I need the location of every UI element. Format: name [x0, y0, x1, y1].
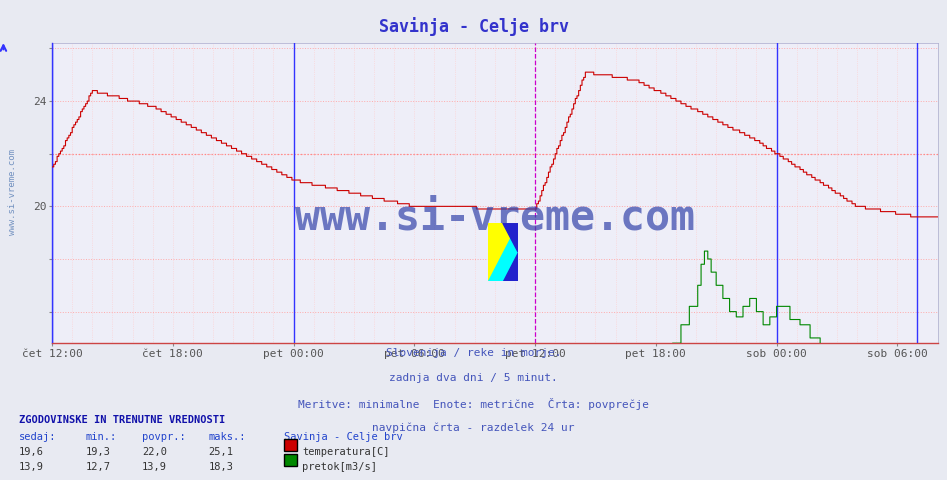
Text: 18,3: 18,3	[208, 462, 233, 472]
Text: Meritve: minimalne  Enote: metrične  Črta: povprečje: Meritve: minimalne Enote: metrične Črta:…	[298, 398, 649, 410]
Text: sedaj:: sedaj:	[19, 432, 57, 442]
Text: temperatura[C]: temperatura[C]	[302, 447, 389, 457]
Polygon shape	[503, 223, 518, 252]
Text: maks.:: maks.:	[208, 432, 246, 442]
Text: 12,7: 12,7	[85, 462, 110, 472]
Text: povpr.:: povpr.:	[142, 432, 186, 442]
Text: Savinja - Celje brv: Savinja - Celje brv	[379, 17, 568, 36]
Text: zadnja dva dni / 5 minut.: zadnja dva dni / 5 minut.	[389, 373, 558, 383]
Text: pretok[m3/s]: pretok[m3/s]	[302, 462, 377, 472]
Text: navpična črta - razdelek 24 ur: navpična črta - razdelek 24 ur	[372, 423, 575, 433]
Text: 19,6: 19,6	[19, 447, 44, 457]
Text: www.si-vreme.com: www.si-vreme.com	[295, 196, 695, 238]
Text: Savinja - Celje brv: Savinja - Celje brv	[284, 432, 402, 442]
Text: 13,9: 13,9	[19, 462, 44, 472]
Text: min.:: min.:	[85, 432, 116, 442]
Text: ZGODOVINSKE IN TRENUTNE VREDNOSTI: ZGODOVINSKE IN TRENUTNE VREDNOSTI	[19, 415, 225, 425]
Polygon shape	[488, 223, 518, 281]
Text: www.si-vreme.com: www.si-vreme.com	[8, 149, 17, 235]
Text: 22,0: 22,0	[142, 447, 167, 457]
Text: 25,1: 25,1	[208, 447, 233, 457]
Polygon shape	[488, 223, 518, 281]
Text: Slovenija / reke in morje.: Slovenija / reke in morje.	[385, 348, 562, 358]
Text: 13,9: 13,9	[142, 462, 167, 472]
Polygon shape	[503, 252, 518, 281]
Text: 19,3: 19,3	[85, 447, 110, 457]
